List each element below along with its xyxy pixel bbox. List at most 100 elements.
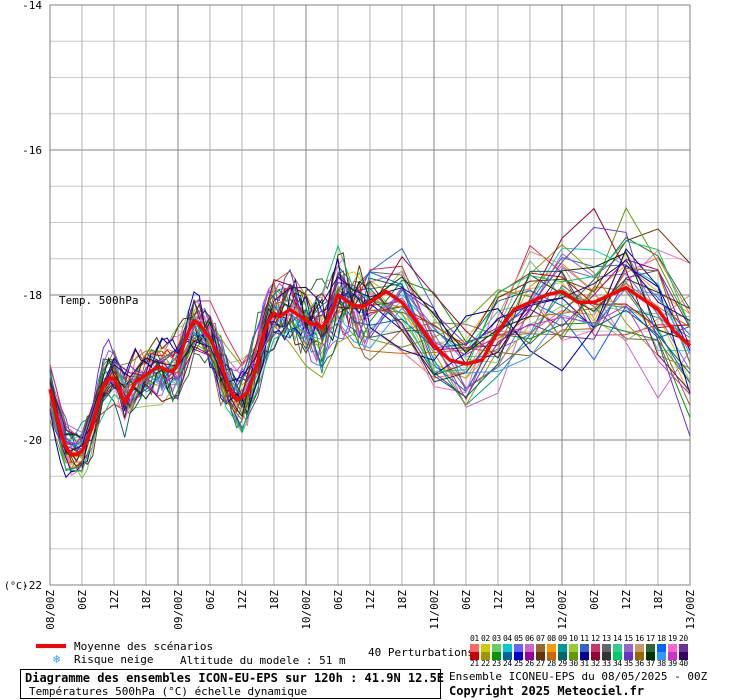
member-number: 35 (624, 659, 633, 668)
snowflake-icon: ❄ (53, 652, 61, 666)
member-number: 28 (547, 659, 556, 668)
member-swatch (514, 652, 523, 660)
y-tick-label: -22 (22, 579, 42, 592)
member-swatch (657, 652, 666, 660)
member-swatch (536, 652, 545, 660)
x-tick-label: 10/00Z (300, 590, 313, 630)
x-tick-label: 06Z (588, 590, 601, 610)
member-swatch (525, 644, 534, 652)
member-number: 08 (547, 634, 556, 643)
member-number: 07 (536, 634, 545, 643)
member-swatch (657, 644, 666, 652)
member-number: 25 (514, 659, 523, 668)
member-number: 27 (536, 659, 545, 668)
member-number: 30 (569, 659, 578, 668)
member-number: 13 (602, 634, 611, 643)
member-number: 18 (657, 634, 666, 643)
member-number: 33 (602, 659, 611, 668)
member-swatch (580, 644, 589, 652)
x-tick-label: 18Z (396, 590, 409, 610)
x-tick-label: 18Z (140, 590, 153, 610)
member-number: 10 (569, 634, 578, 643)
x-tick-label: 12Z (236, 590, 249, 610)
member-swatch (481, 652, 490, 660)
y-axis-label: (°C) (4, 581, 28, 592)
x-tick-label: 13/00Z (684, 590, 697, 630)
member-number: 32 (591, 659, 600, 668)
perturbation-series-line (49, 240, 691, 472)
member-swatch (569, 644, 578, 652)
member-swatch (580, 652, 589, 660)
x-tick-label: 06Z (332, 590, 345, 610)
series-label: Temp. 500hPa (59, 294, 138, 307)
x-tick-label: 18Z (652, 590, 665, 610)
member-number: 38 (657, 659, 666, 668)
chart-title: Diagramme des ensembles ICON-EU-EPS sur … (25, 671, 445, 685)
member-swatch (602, 644, 611, 652)
member-swatch (602, 652, 611, 660)
ensemble-info: Ensemble ICONEU-EPS du 08/05/2025 - 00Z (449, 670, 708, 683)
member-number: 24 (503, 659, 512, 668)
member-swatch (679, 644, 688, 652)
member-swatch (470, 644, 479, 652)
perturbations-label: 40 Perturbations (368, 646, 474, 659)
member-swatch (679, 652, 688, 660)
x-tick-label: 06Z (204, 590, 217, 610)
perturbation-series-line (49, 269, 691, 453)
plot-frame (49, 4, 691, 586)
x-tick-label: 12Z (364, 590, 377, 610)
copyright: Copyright 2025 Meteociel.fr (449, 684, 645, 698)
member-number: 11 (580, 634, 589, 643)
member-swatch (613, 652, 622, 660)
perturbation-series-line (49, 258, 691, 454)
title-box: Diagramme des ensembles ICON-EU-EPS sur … (20, 669, 445, 699)
x-tick-label: 12/00Z (556, 590, 569, 630)
member-number: 05 (514, 634, 523, 643)
ensemble-chart: -14 -16 -18 -20 -22(°C) Temp. 500hPa 08/00Z 06Z… (4, 0, 697, 630)
member-number: 34 (613, 659, 622, 668)
altitude-label: Altitude du modele : 51 m (180, 654, 346, 667)
member-swatch (503, 652, 512, 660)
perturbation-series-line (49, 274, 691, 463)
member-number: 17 (646, 634, 655, 643)
member-number: 02 (481, 634, 490, 643)
member-number: 22 (481, 659, 490, 668)
x-tick-label: 08/00Z (44, 590, 57, 630)
y-tick-label: -18 (22, 289, 42, 302)
x-tick-label: 09/00Z (172, 590, 185, 630)
member-number: 16 (635, 634, 644, 643)
mean-legend-label: Moyenne des scénarios (74, 640, 214, 653)
member-number: 29 (558, 659, 567, 668)
member-swatch (613, 644, 622, 652)
x-tick-label: 06Z (76, 590, 89, 610)
member-swatch (536, 644, 545, 652)
member-number: 14 (613, 634, 622, 643)
member-number: 01 (470, 634, 479, 643)
member-number: 31 (580, 659, 589, 668)
perturbation-series-line (49, 251, 691, 440)
member-number: 37 (646, 659, 655, 668)
member-number: 15 (624, 634, 633, 643)
member-swatch (646, 652, 655, 660)
member-swatch (668, 644, 677, 652)
member-swatch (503, 644, 512, 652)
member-swatch (558, 644, 567, 652)
member-number: 36 (635, 659, 644, 668)
member-number: 23 (492, 659, 501, 668)
member-number: 21 (470, 659, 479, 668)
x-tick-label: 12Z (108, 590, 121, 610)
member-swatch (624, 652, 633, 660)
member-swatch (492, 644, 501, 652)
member-number: 39 (668, 659, 677, 668)
member-number: 26 (525, 659, 534, 668)
member-number: 20 (679, 634, 688, 643)
member-number: 04 (503, 634, 512, 643)
x-tick-label: 06Z (460, 590, 473, 610)
member-swatch (525, 652, 534, 660)
x-tick-label: 18Z (268, 590, 281, 610)
x-tick-label: 12Z (620, 590, 633, 610)
x-tick-label: 12Z (492, 590, 505, 610)
perturbation-series-line (49, 287, 691, 472)
snow-legend-label: Risque neige (74, 653, 154, 666)
member-number: 19 (668, 634, 677, 643)
